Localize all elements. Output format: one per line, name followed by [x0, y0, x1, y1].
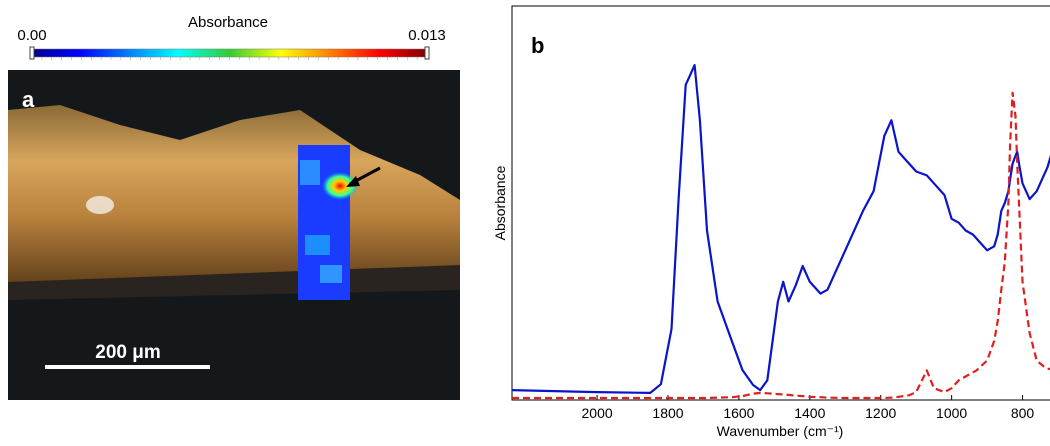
- colorbar-tick-label: 0.00: [17, 27, 46, 44]
- scale-bar-label: 200 μm: [95, 342, 161, 363]
- panel-label: a: [22, 87, 35, 112]
- x-tick-label: 1200: [865, 405, 896, 421]
- colorbar: [31, 48, 428, 58]
- colorbar-tick: [424, 46, 430, 60]
- x-tick-label: 800: [1011, 405, 1035, 421]
- highlight: [86, 196, 114, 214]
- colorbar-title: Absorbance: [188, 14, 268, 31]
- heatmap: [298, 145, 358, 300]
- arrow-head: [346, 176, 360, 187]
- x-axis-label: Wavenumber (cm⁻¹): [717, 423, 844, 439]
- x-tick-label: 1600: [723, 405, 754, 421]
- colorbar-tick-label: 0.013: [408, 27, 446, 44]
- x-tick-label: 1000: [936, 405, 967, 421]
- x-tick-label: 1800: [652, 405, 683, 421]
- spectrum-line: [511, 63, 1050, 394]
- x-tick-label: 2000: [582, 405, 613, 421]
- panel-label: b: [531, 33, 544, 58]
- spectrum-line: [512, 91, 1050, 400]
- y-axis-label: Absorbance: [492, 165, 508, 240]
- x-tick-label: 1400: [794, 405, 825, 421]
- plot-frame: [511, 5, 1050, 401]
- colorbar-tick: [29, 46, 35, 60]
